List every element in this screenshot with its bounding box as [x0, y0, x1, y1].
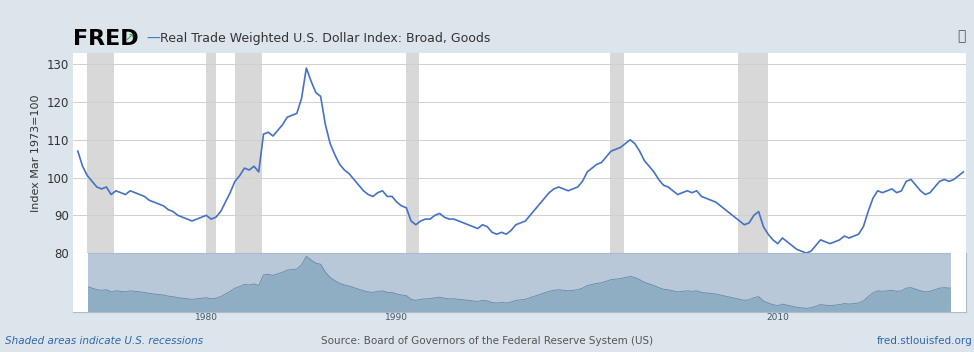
Bar [206, 53, 216, 253]
Text: Real Trade Weighted U.S. Dollar Index: Broad, Goods: Real Trade Weighted U.S. Dollar Index: B… [160, 32, 490, 45]
Bar [738, 53, 768, 253]
Bar [73, 253, 89, 312]
Text: FRED: FRED [73, 29, 138, 49]
Bar [88, 53, 114, 253]
Text: ⤢: ⤢ [956, 29, 965, 43]
Y-axis label: Index Mar 1973=100: Index Mar 1973=100 [31, 94, 41, 212]
Text: Source: Board of Governors of the Federal Reserve System (US): Source: Board of Governors of the Federa… [321, 336, 653, 346]
Bar [406, 53, 419, 253]
Bar [610, 53, 623, 253]
Text: ↗: ↗ [125, 34, 134, 44]
Text: —: — [146, 32, 160, 46]
Text: fred.stlouisfed.org: fred.stlouisfed.org [877, 336, 972, 346]
Bar [951, 253, 966, 312]
Text: Shaded areas indicate U.S. recessions: Shaded areas indicate U.S. recessions [5, 336, 203, 346]
Bar [235, 53, 262, 253]
